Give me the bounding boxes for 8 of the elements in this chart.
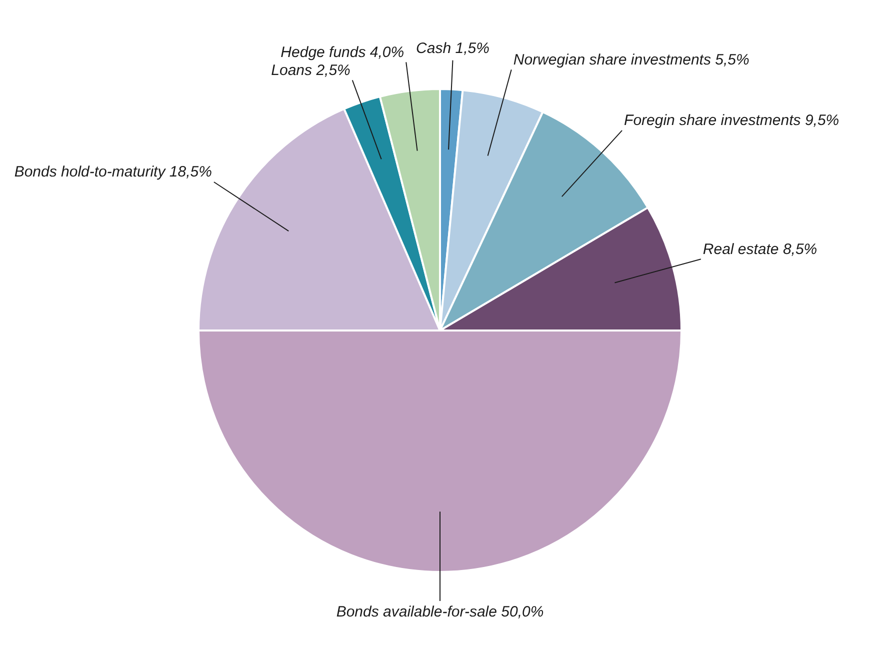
slice-label: Hedge funds 4,0% [280, 44, 404, 61]
slice-label: Real estate 8,5% [702, 240, 818, 258]
slice-label: Loans 2,5% [271, 62, 350, 79]
slice-label: Foregin share investments 9,5% [624, 112, 840, 130]
slice-label: Norwegian share investments 5,5% [513, 51, 750, 68]
slice-label: Bonds available-for-sale 50,0% [336, 604, 544, 621]
slice-label: Bonds hold-to-maturity 18,5% [14, 164, 212, 181]
slice-label: Cash 1,5% [416, 40, 490, 57]
